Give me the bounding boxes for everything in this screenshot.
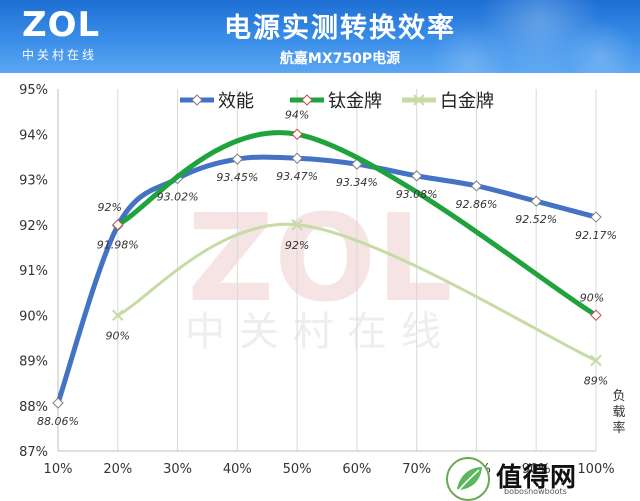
data-label: 93.08% [396, 188, 438, 201]
y-tick-label: 88% [19, 400, 48, 415]
data-labels: 90% 92% 89% 88.06% 91.98% 93.02% 93.45% 93.47% 9… [37, 108, 617, 428]
data-label: 94% [285, 108, 309, 121]
data-point-marker [410, 170, 423, 182]
series [52, 128, 602, 409]
data-label: 92% [285, 239, 309, 252]
y-tick-label: 90% [19, 309, 48, 324]
background-watermark: ZOL 中关村在线 [185, 190, 455, 355]
logo-subtext: 中关村在线 [22, 48, 98, 62]
data-point-marker [351, 158, 363, 170]
data-label: 92% [98, 201, 122, 214]
data-label: 90% [580, 291, 604, 304]
x-tick-label: 100% [577, 462, 614, 477]
x-tick-label: 60% [342, 462, 371, 477]
data-label: 93.47% [276, 170, 318, 183]
data-label: 92.86% [455, 198, 497, 211]
x-tick-label: 40% [223, 462, 252, 477]
data-point-marker [470, 180, 483, 192]
data-point-marker [231, 153, 244, 165]
chart-header: ZOL 中关村在线 电源实测转换效率 航嘉MX750P电源 [0, 0, 640, 73]
data-label: 91.98% [97, 239, 139, 252]
x-tick-label: 30% [163, 462, 192, 477]
series-2 [112, 219, 602, 367]
x-tick-label: 10% [44, 462, 73, 477]
data-point-marker [590, 354, 602, 367]
data-point-marker [590, 309, 602, 321]
y-tick-label: 91% [19, 264, 48, 279]
watermark-site-url: bobosnowboots [504, 487, 567, 496]
y-tick-label: 93% [19, 174, 48, 189]
x-tick-label: 70% [402, 462, 431, 477]
legend-item: 白金牌 [402, 91, 494, 112]
series-line [116, 222, 598, 362]
data-point-marker [291, 152, 303, 164]
data-label: 93.02% [157, 191, 199, 204]
y-tick-label: 92% [19, 219, 48, 234]
data-point-marker [291, 219, 303, 231]
x-tick-label: 50% [283, 462, 312, 477]
chart-title: 电源实测转换效率 [224, 13, 456, 44]
x-axis-unit-char: 载 [612, 405, 625, 420]
corner-watermark: 值得网 bobosnowboots [440, 455, 640, 501]
legend-item: 效能 [180, 91, 254, 112]
chart-subtitle: 航嘉MX750P电源 [279, 51, 401, 67]
data-label: 89% [584, 375, 608, 388]
data-point-marker [112, 219, 124, 231]
y-tick-label: 95% [19, 83, 48, 98]
header-decoration [0, 0, 640, 73]
x-axis-unit-char: 率 [612, 420, 625, 436]
legend-label: 钛金牌 [328, 91, 382, 112]
series-line [115, 130, 599, 318]
y-tick-label: 89% [19, 355, 48, 370]
logo-text: ZOL [22, 5, 101, 45]
efficiency-chart: ZOL 中关村在线 87% 88% 89% 90% 91% 92% 93% 94% 95% 10%… [19, 83, 625, 477]
leaf-logo-icon [446, 457, 490, 501]
legend-item: 钛金牌 [290, 91, 382, 112]
legend-marker [413, 94, 425, 106]
data-label: 88.06% [37, 415, 79, 428]
x-tick-label: 20% [103, 462, 132, 477]
x-axis-unit-char: 负 [612, 389, 625, 404]
watermark-site-name: 值得网 [496, 463, 578, 493]
y-tick-label: 87% [19, 445, 48, 460]
data-label: 92.52% [515, 213, 557, 226]
data-label: 90% [106, 329, 130, 342]
data-label: 92.17% [575, 229, 617, 242]
data-point-marker [291, 128, 303, 140]
watermark-zol-sub: 中关村在线 [185, 309, 455, 355]
y-tick-label: 94% [19, 128, 48, 143]
data-label: 93.45% [216, 171, 258, 184]
data-label: 93.34% [336, 176, 378, 189]
legend-label: 白金牌 [440, 91, 494, 112]
watermark-zol: ZOL [187, 190, 453, 329]
legend: 效能 钛金牌 白金牌 [180, 91, 494, 112]
data-point-marker [112, 309, 124, 321]
data-point-marker [530, 195, 542, 207]
legend-marker [191, 94, 203, 106]
series-1 [112, 128, 602, 321]
x-axis-unit-label: 负载率 [612, 389, 625, 436]
data-point-marker [52, 397, 64, 409]
data-point-marker [590, 211, 602, 223]
legend-label: 效能 [218, 91, 254, 112]
legend-marker [301, 94, 313, 106]
x-tick-label: 90% [522, 462, 551, 477]
zol-logo: ZOL 中关村在线 [22, 8, 100, 63]
